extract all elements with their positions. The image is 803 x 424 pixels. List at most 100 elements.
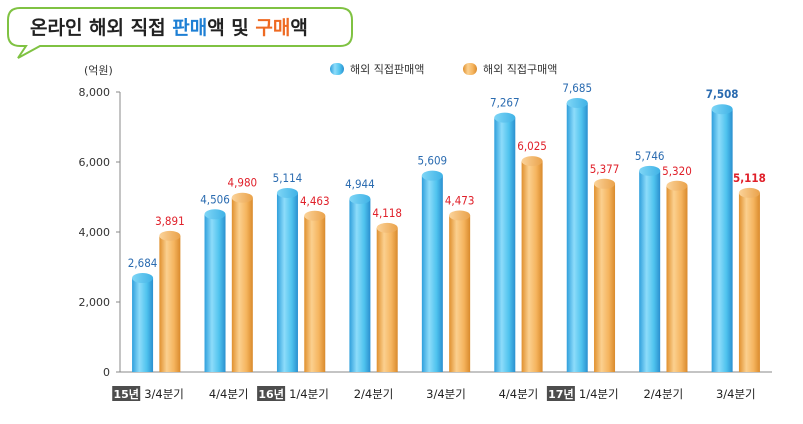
year-badge — [112, 386, 141, 401]
title-part-sales: 판매 — [172, 17, 207, 39]
bar-sales: 7,267 — [490, 96, 520, 372]
bar-sales-cap — [566, 98, 588, 109]
bar-sales-cap — [276, 188, 298, 199]
bar-sales-cap — [349, 193, 371, 204]
x-tick-label: 1/4분기 — [289, 387, 329, 401]
year-badge-label: 17년 — [548, 387, 573, 401]
year-badge — [257, 386, 286, 401]
bar-sales-cap — [132, 273, 154, 284]
bar-purchase-cap — [231, 192, 253, 203]
legend-item-purchase: 해외 직접구매액 — [463, 62, 557, 76]
bar-purchase-cap — [376, 222, 398, 233]
title-part-5: 액 — [290, 17, 307, 39]
bar-purchase-body — [594, 183, 616, 372]
bar-purchase: 4,463 — [300, 194, 330, 372]
data-label-purchase: 3,891 — [155, 214, 185, 228]
data-label-purchase: 5,377 — [590, 162, 620, 176]
bar-sales-body — [421, 175, 443, 372]
data-label-purchase: 5,320 — [662, 164, 692, 178]
bar-purchase: 4,980 — [228, 176, 258, 372]
title-part-3: 액 및 — [207, 17, 255, 39]
y-tick-label: 6,000 — [79, 156, 111, 169]
bar-sales-body — [711, 109, 733, 372]
bar-sales: 5,746 — [635, 149, 665, 372]
bar-sales-body — [276, 193, 298, 372]
year-badge — [546, 386, 575, 401]
bars: 2,684 3,891 4,506 4,980 5,114 4,463 4,944 4,118… — [128, 81, 766, 373]
x-tick-label: 4/4분기 — [499, 387, 539, 401]
bar-sales-cap — [494, 112, 516, 123]
y-tick-label: 0 — [103, 366, 110, 379]
x-tick-label: 3/4분기 — [144, 387, 184, 401]
legend-label-sales: 해외 직접판매액 — [350, 62, 424, 76]
bar-sales-body — [132, 278, 154, 372]
bar-purchase: 4,118 — [372, 206, 402, 372]
bar-sales-cap — [204, 209, 226, 220]
chart-title: 온라인 해외 직접 판매액 및 구매액 — [30, 17, 308, 39]
bar-sales-cap — [421, 170, 443, 181]
bar-sales: 5,609 — [418, 154, 448, 372]
data-label-sales: 5,114 — [273, 171, 303, 185]
y-tick-label: 4,000 — [79, 226, 111, 239]
data-label-sales: 5,609 — [418, 154, 448, 168]
legend-label-purchase: 해외 직접구매액 — [483, 62, 557, 76]
data-label-sales: 5,746 — [635, 149, 665, 163]
bar-purchase-body — [376, 227, 398, 372]
bar-purchase: 3,891 — [155, 214, 185, 372]
y-tick-label: 2,000 — [79, 296, 111, 309]
x-tick-label: 2/4분기 — [354, 387, 394, 401]
y-unit-label: (억원) — [84, 64, 113, 77]
bar-sales-body — [566, 103, 588, 373]
bar-sales-body — [349, 198, 371, 372]
title-part-1: 온라인 해외 직접 — [30, 17, 172, 39]
bar-purchase-cap — [449, 210, 471, 221]
x-tick-label: 3/4분기 — [426, 387, 466, 401]
bar-purchase: 6,025 — [517, 139, 547, 372]
bar-sales: 4,944 — [345, 177, 375, 372]
bar-purchase: 5,377 — [590, 162, 620, 372]
legend-item-sales: 해외 직접판매액 — [330, 62, 424, 76]
title-callout: 온라인 해외 직접 판매액 및 구매액 — [7, 7, 353, 59]
data-label-sales: 4,506 — [200, 192, 230, 206]
bar-sales-cap — [639, 165, 661, 176]
data-label-purchase: 4,463 — [300, 194, 330, 208]
data-label-sales: 7,508 — [706, 87, 739, 101]
bar-purchase-body — [738, 192, 760, 372]
bar-purchase-body — [159, 235, 181, 372]
data-label-sales: 7,685 — [562, 81, 592, 95]
bar-purchase: 5,320 — [662, 164, 692, 372]
bar-purchase: 4,473 — [445, 193, 475, 372]
bar-sales: 4,506 — [200, 192, 230, 372]
bar-sales-cap — [711, 104, 733, 115]
bar-purchase-body — [666, 185, 688, 372]
bar-purchase-cap — [304, 210, 326, 221]
legend-swatch-purchase — [463, 63, 477, 75]
bar-purchase-cap — [666, 180, 688, 191]
bar-sales: 5,114 — [273, 171, 303, 372]
title-part-purchase: 구매 — [255, 17, 290, 39]
bar-sales: 7,685 — [562, 81, 592, 373]
bar-sales: 2,684 — [128, 256, 157, 372]
bar-sales-body — [494, 117, 516, 372]
data-label-purchase: 6,025 — [517, 139, 547, 153]
bar-purchase-cap — [594, 178, 616, 189]
bar-sales-body — [639, 170, 661, 372]
year-badge-label: 15년 — [114, 387, 139, 401]
bar-sales-body — [204, 214, 226, 372]
data-label-purchase: 4,118 — [372, 206, 402, 220]
bar-purchase-body — [449, 215, 471, 372]
bar-sales: 7,508 — [706, 87, 739, 372]
bar-purchase-body — [304, 215, 326, 372]
bar-purchase-cap — [159, 230, 181, 241]
legend-swatch-sales — [330, 63, 344, 75]
data-label-purchase: 5,118 — [733, 171, 766, 185]
legend: 해외 직접판매액 해외 직접구매액 — [330, 62, 557, 76]
data-label-sales: 4,944 — [345, 177, 375, 191]
year-badge-label: 16년 — [258, 387, 283, 401]
data-label-purchase: 4,980 — [228, 176, 258, 190]
bar-purchase: 5,118 — [733, 171, 766, 372]
data-label-purchase: 4,473 — [445, 193, 475, 207]
x-labels: 15년 3/4분기 4/4분기 16년 1/4분기 2/4분기 3/4분기 4/4분기 17년 1… — [112, 386, 756, 401]
bar-purchase-cap — [521, 156, 543, 167]
